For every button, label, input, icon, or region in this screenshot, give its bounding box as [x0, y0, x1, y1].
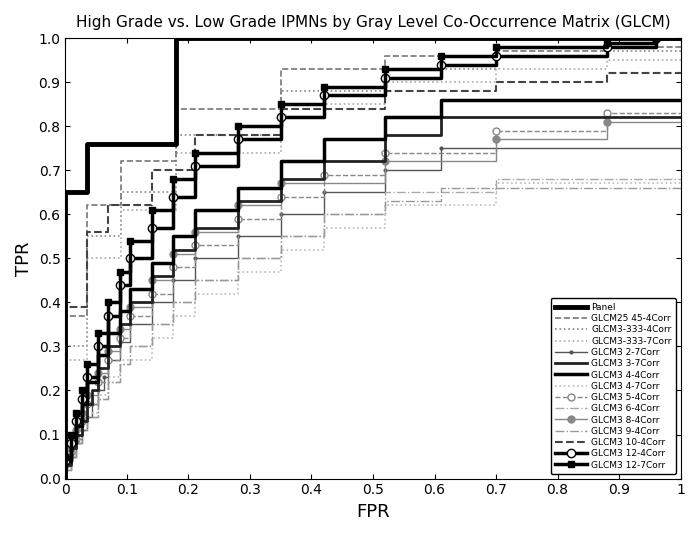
Y-axis label: TPR: TPR	[15, 241, 33, 276]
Title: High Grade vs. Low Grade IPMNs by Gray Level Co-Occurrence Matrix (GLCM): High Grade vs. Low Grade IPMNs by Gray L…	[76, 15, 671, 30]
Legend: Panel, GLCM25 45-4Corr, GLCM3-333-4Corr, GLCM3-333-7Corr, GLCM3 2-7Corr, GLCM3 3: Panel, GLCM25 45-4Corr, GLCM3-333-4Corr,…	[550, 299, 676, 474]
X-axis label: FPR: FPR	[356, 503, 390, 521]
